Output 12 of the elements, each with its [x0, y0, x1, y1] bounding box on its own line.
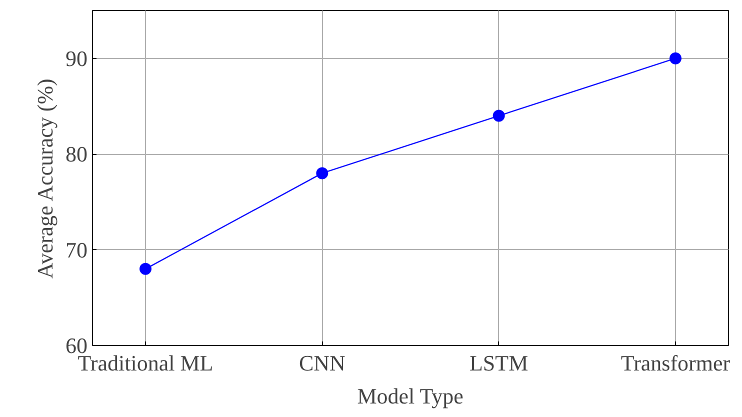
y-tick-label: 80 — [66, 142, 88, 167]
point — [316, 167, 328, 180]
y-tick-label: 90 — [66, 46, 88, 71]
y-tick-label: 70 — [66, 237, 88, 262]
x-tick-label: LSTM — [469, 350, 528, 376]
point — [670, 52, 682, 64]
point — [140, 262, 152, 275]
point — [492, 110, 505, 122]
x-tick-label: CNN — [298, 350, 346, 376]
x-tick-label: Transformer — [620, 350, 731, 376]
x-axis-title: Model Type — [357, 384, 464, 408]
y-axis-title: Average Accuracy (%) — [32, 78, 58, 279]
